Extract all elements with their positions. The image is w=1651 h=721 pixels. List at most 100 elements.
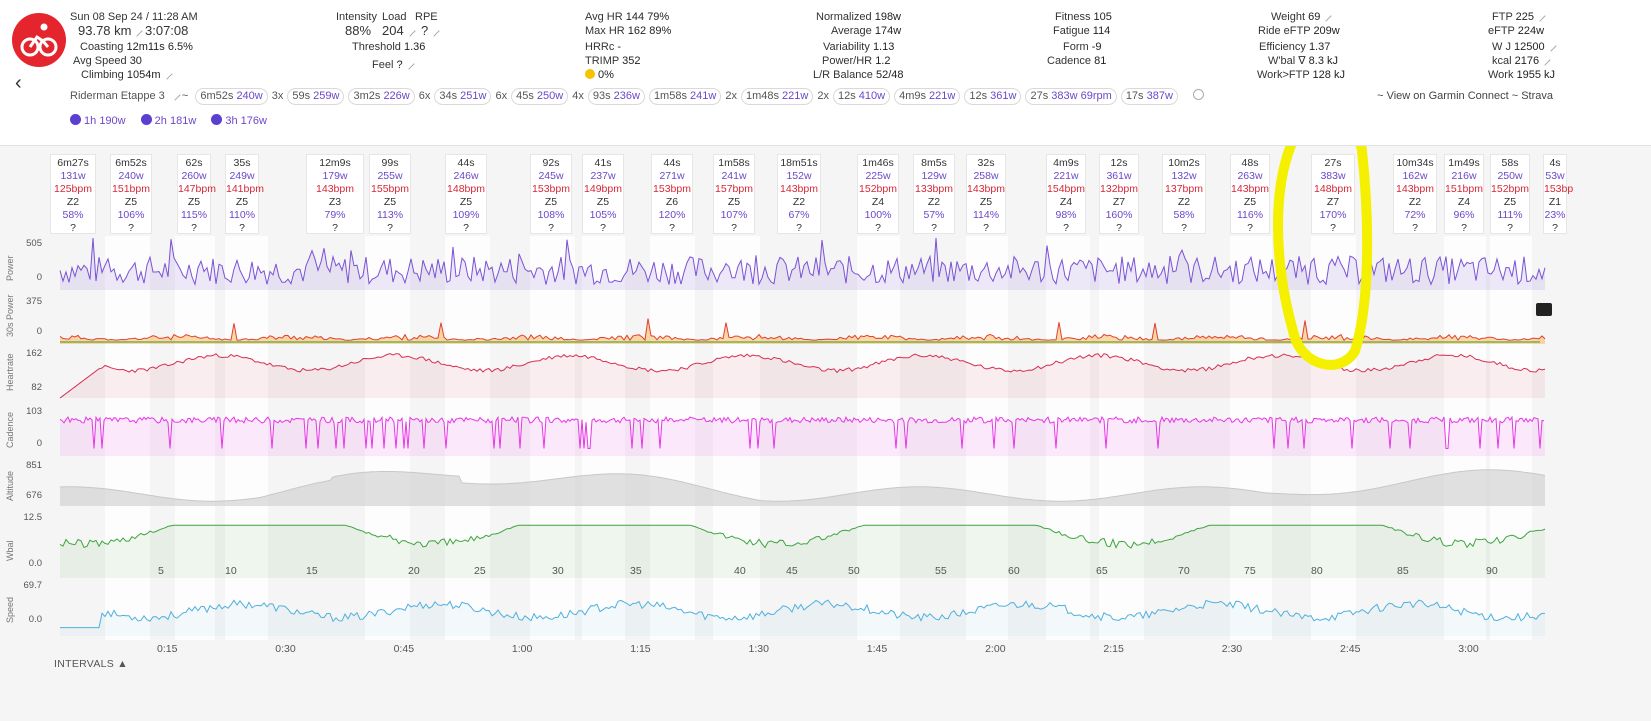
interval-watts: 383w <box>1320 170 1346 182</box>
interval-card[interactable]: 92s 245w 153bpm Z5 108%? <box>530 154 572 234</box>
interval-card[interactable]: 58s 250w 152bpm Z5 111%? <box>1490 154 1530 234</box>
interval-hr: 149bpm <box>584 183 622 195</box>
interval-chip[interactable]: 93s 236w <box>587 88 645 105</box>
interval-chip[interactable]: 12s 361w <box>964 88 1022 105</box>
chip-duration: 1m48s <box>745 90 779 102</box>
interval-card[interactable]: 48s 263w 143bpm Z5 116%? <box>1230 154 1270 234</box>
best-power-3h[interactable]: 3h 176w <box>211 114 267 127</box>
external-links[interactable]: ~ View on Garmin Connect ~ Strava <box>1377 90 1553 102</box>
interval-card[interactable]: 10m2s 132w 137bpm Z2 58%? <box>1162 154 1206 234</box>
interval-zone: Z3 <box>328 196 342 208</box>
distance: 93.78 km <box>78 24 144 38</box>
best-power-2h[interactable]: 2h 181w <box>140 114 196 127</box>
interval-chip[interactable]: 59s 259w <box>287 88 345 105</box>
time-tick: 1:30 <box>748 643 769 655</box>
edit-pencil-icon[interactable] <box>1534 10 1546 22</box>
edit-pencil-icon[interactable] <box>428 25 440 37</box>
intervals-toggle[interactable]: INTERVALS ▲ <box>54 658 128 670</box>
row-axis-min: 0 <box>36 438 42 449</box>
km-tick: 25 <box>474 565 486 577</box>
interval-q: ? <box>669 222 675 234</box>
interval-card[interactable]: 10m34s 162w 143bpm Z2 72%? <box>1393 154 1437 234</box>
interval-chip[interactable]: 12s 410w <box>832 88 891 105</box>
interval-card[interactable]: 6m27s 131w 125bpm Z2 58%? <box>50 154 96 234</box>
edit-pencil-icon[interactable] <box>160 68 173 80</box>
interval-dur: 48s <box>1241 157 1259 169</box>
rpe[interactable]: ? <box>421 24 440 38</box>
feel[interactable]: Feel ? <box>372 58 415 72</box>
speed-trace-area <box>60 600 1545 636</box>
edit-pencil-icon[interactable] <box>1544 40 1557 52</box>
edit-pencil-icon[interactable] <box>402 58 415 70</box>
edit-pencil-icon[interactable] <box>1320 10 1333 22</box>
interval-q: ? <box>1507 222 1513 234</box>
interval-card[interactable]: 35s 249w 141bpm Z5 110%? <box>225 154 264 234</box>
interval-highlight-column <box>175 236 215 640</box>
interval-card[interactable]: 4m9s 221w 154bpm Z4 98%? <box>1046 154 1086 234</box>
interval-card[interactable]: 1m49s 216w 151bpm Z4 96%? <box>1444 154 1484 234</box>
interval-card[interactable]: 44s 271w 153bpm Z6 120%? <box>651 154 693 234</box>
interval-q: ? <box>1412 222 1418 234</box>
interval-dur: 4m9s <box>1053 157 1079 169</box>
interval-chip[interactable]: 1m48s 221w <box>740 88 814 105</box>
interval-card[interactable]: 99s 255w 155bpm Z5 113%? <box>369 154 411 234</box>
interval-card[interactable]: 1m58s 241w 157bpm Z5 107%? <box>713 154 755 234</box>
interval-hr: 141bpm <box>226 183 264 195</box>
search-icon[interactable] <box>1192 89 1204 100</box>
workout-name[interactable]: Riderman Etappe 3 <box>70 90 165 102</box>
interval-card[interactable]: 1m46s 225w 152bpm Z4 100%? <box>857 154 899 234</box>
chart-canvas[interactable] <box>0 146 1651 721</box>
interval-chip[interactable]: 17s 387w <box>1120 88 1178 105</box>
interval-card[interactable]: 12m9s 179w 143bpm Z3 79%? <box>306 154 364 234</box>
comment-icon[interactable] <box>1536 303 1552 316</box>
interval-q: ? <box>1461 222 1467 234</box>
interval-card[interactable]: 12s 361w 132bpm Z7 160%? <box>1099 154 1139 234</box>
interval-card[interactable]: 8m5s 129w 133bpm Z2 57%? <box>913 154 955 234</box>
weight[interactable]: Weight 69 <box>1271 10 1333 24</box>
edit-pencil-icon[interactable] <box>131 25 144 37</box>
edit-pencil-icon[interactable] <box>1539 54 1551 66</box>
eftp: eFTP 224w <box>1488 25 1545 37</box>
edit-pencil-icon[interactable] <box>169 89 181 101</box>
w-prime[interactable]: W J 12500 <box>1492 40 1557 54</box>
activity-charts[interactable]: 6m27s 131w 125bpm Z2 58%? 6m52s 240w 151bpm Z5 10… <box>0 145 1651 721</box>
interval-card[interactable]: 32s 258w 143bpm Z5 114%? <box>966 154 1006 234</box>
interval-chip[interactable]: 45s 250w <box>511 88 569 105</box>
climbing: Climbing 1054m <box>81 68 173 82</box>
interval-dur: 62s <box>185 157 203 169</box>
interval-card[interactable]: 6m52s 240w 151bpm Z5 106%? <box>110 154 152 234</box>
interval-pct: 111% <box>1497 209 1523 221</box>
interval-dur: 12s <box>1110 157 1128 169</box>
interval-chip[interactable]: 27s 383w 69rpm <box>1025 88 1117 105</box>
interval-chip[interactable]: 1m58s 241w <box>648 88 722 105</box>
interval-chip[interactable]: 6m52s 240w <box>195 88 268 105</box>
interval-card[interactable]: 4s 53w 153bp Z1 23%? <box>1543 154 1573 234</box>
interval-card[interactable]: 18m51s 152w 143bpm Z2 67%? <box>777 154 821 234</box>
chip-duration: 12s <box>837 90 856 102</box>
kcal[interactable]: kcal 2176 <box>1492 54 1551 68</box>
chip-watts: 361w <box>990 90 1017 102</box>
back-arrow-icon[interactable]: ‹ <box>15 72 22 94</box>
interval-watts: 53w <box>1545 170 1565 182</box>
interval-dur: 44s <box>457 157 475 169</box>
interval-chip[interactable]: 4m9s 221w <box>894 88 961 105</box>
interval-highlight-column <box>650 236 695 640</box>
intensity: 88% <box>345 23 372 38</box>
interval-chip[interactable]: 3m2s 226w <box>348 88 415 105</box>
interval-card[interactable]: 44s 246w 148bpm Z5 109%? <box>445 154 487 234</box>
best-power-1h[interactable]: 1h 190w <box>70 114 126 127</box>
interval-card[interactable]: 27s 383w 148bpm Z7 170%? <box>1311 154 1355 234</box>
interval-zone: Z2 <box>66 196 80 208</box>
interval-zone: Z5 <box>1503 196 1517 208</box>
interval-hr: 154bpm <box>1047 183 1085 195</box>
edit-pencil-icon[interactable] <box>404 25 416 37</box>
interval-card[interactable]: 62s 260w 147bpm Z5 115%? <box>177 154 216 234</box>
interval-chip[interactable]: 34s 251w <box>434 88 492 105</box>
ftp[interactable]: FTP 225 <box>1492 10 1546 24</box>
interval-card[interactable]: 41s 237w 149bpm Z5 105%? <box>582 154 624 234</box>
km-tick: 50 <box>848 565 860 577</box>
interval-chip-bar: Riderman Etappe 3 ~ 6m52s 240w 3x 59s 259w… <box>70 88 1204 106</box>
bolt-icon <box>140 114 152 125</box>
interval-watts: 131w <box>60 170 86 182</box>
interval-watts: 132w <box>1171 170 1197 182</box>
